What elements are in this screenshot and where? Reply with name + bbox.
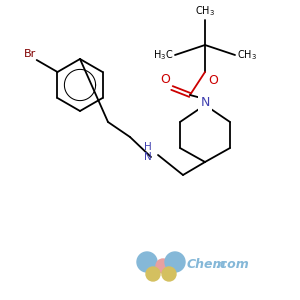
Circle shape [146, 267, 160, 281]
Text: CH$_3$: CH$_3$ [237, 48, 257, 62]
Text: O: O [160, 73, 170, 86]
Circle shape [165, 252, 185, 272]
Circle shape [137, 252, 157, 272]
Text: .com: .com [215, 257, 249, 271]
Text: O: O [208, 74, 218, 87]
Text: CH$_3$: CH$_3$ [195, 4, 215, 18]
Text: H$_3$C: H$_3$C [153, 48, 173, 62]
Circle shape [156, 259, 170, 273]
Circle shape [162, 267, 176, 281]
Text: Br: Br [23, 49, 36, 59]
Text: Chem: Chem [187, 257, 226, 271]
Text: H
N: H N [144, 142, 152, 162]
Text: N: N [200, 97, 210, 110]
